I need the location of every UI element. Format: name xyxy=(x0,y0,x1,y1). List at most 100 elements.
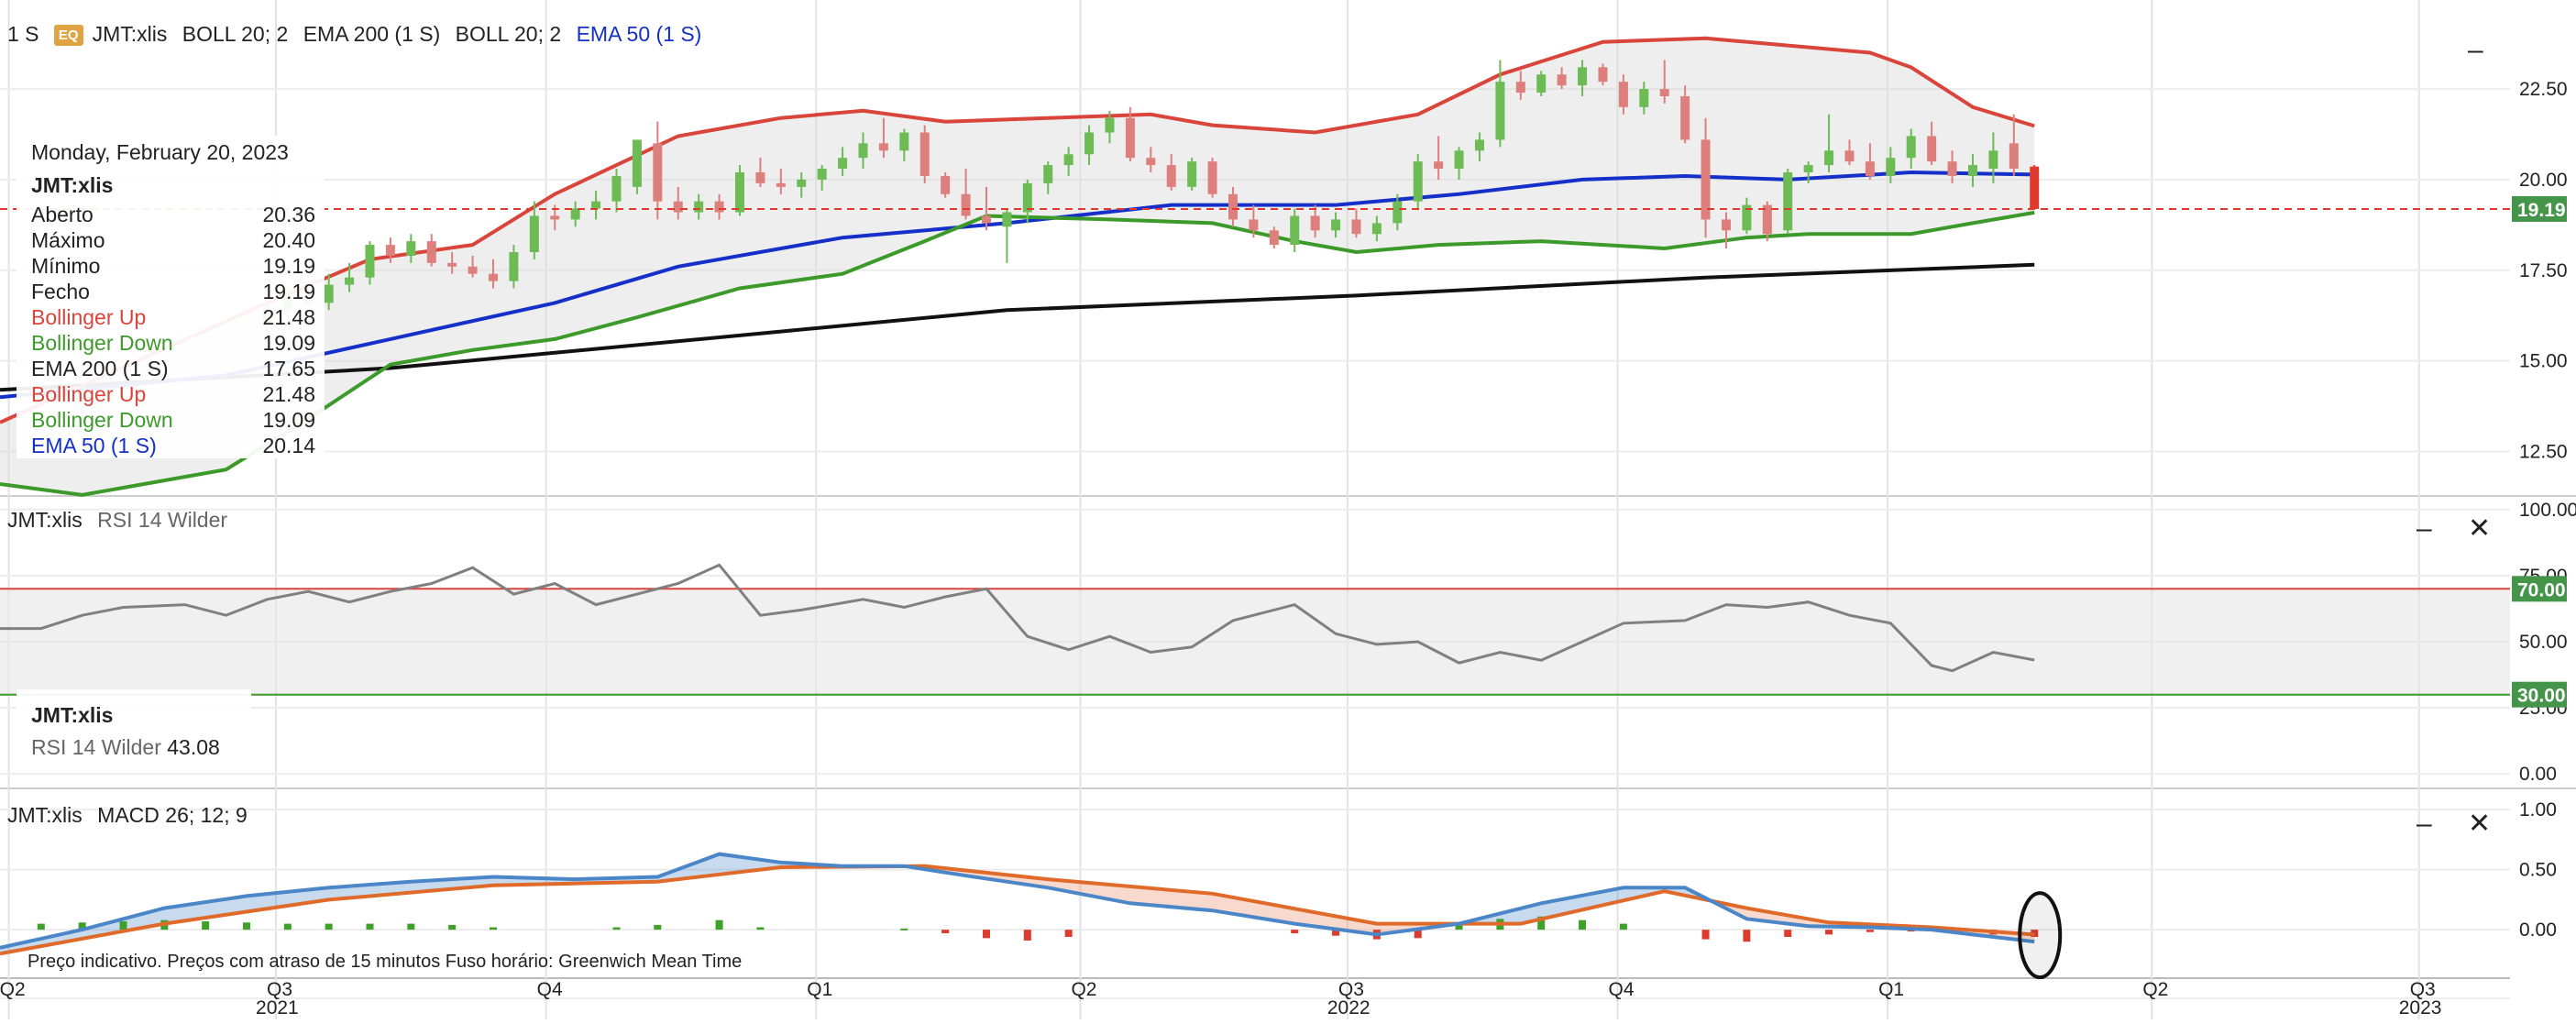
macd-histogram-bar xyxy=(1579,920,1586,930)
candle-body xyxy=(530,215,539,252)
highlight-ellipse xyxy=(2020,893,2060,977)
candle-body xyxy=(1023,183,1032,213)
year-label: 2021 xyxy=(256,997,299,1018)
y-tick-label: 0.00 xyxy=(2519,764,2557,785)
macd-histogram-bar xyxy=(284,924,292,930)
candle-body xyxy=(1002,213,1011,227)
macd-study-label[interactable]: MACD 26; 12; 9 xyxy=(97,803,248,827)
macd-histogram-bar xyxy=(612,928,620,930)
macd-histogram-bar xyxy=(490,928,497,930)
macd-histogram-bar xyxy=(366,924,373,930)
candle-body xyxy=(1084,133,1094,155)
candle-body xyxy=(694,202,703,213)
candle-body xyxy=(1331,219,1340,230)
macd-symbol-label[interactable]: JMT:xlis xyxy=(7,803,83,827)
macd-histogram-bar xyxy=(983,930,990,938)
tooltip-row-ema50: EMA 50 (1 S)20.14 xyxy=(31,433,315,458)
candle-body xyxy=(1804,165,1813,172)
candle-body xyxy=(1536,74,1546,93)
candle-body xyxy=(386,245,395,256)
x-tick-label: Q2 xyxy=(1071,979,1096,1000)
candle-body xyxy=(1146,158,1155,165)
candle-body xyxy=(899,133,908,151)
rsi-symbol-label[interactable]: JMT:xlis xyxy=(7,508,83,532)
candle xyxy=(1414,154,1423,208)
candle-body xyxy=(1988,150,1998,169)
candle-body xyxy=(611,176,621,202)
candle-body xyxy=(858,143,867,158)
candle-body xyxy=(427,241,436,263)
candle-body xyxy=(1824,150,1833,165)
macd-histogram-bar xyxy=(1024,930,1031,941)
candle-body xyxy=(325,285,334,303)
candle-body xyxy=(674,202,683,213)
macd-close-button[interactable]: ✕ xyxy=(2468,810,2491,838)
candle-body xyxy=(1126,118,1135,158)
symbol-label[interactable]: JMT:xlis xyxy=(93,22,168,46)
study-label-ema200[interactable]: EMA 200 (1 S) xyxy=(303,22,441,46)
candle-body xyxy=(1043,165,1052,183)
candle xyxy=(1187,158,1196,191)
rsi-study-label[interactable]: RSI 14 Wilder xyxy=(97,508,227,532)
macd-histogram-bar xyxy=(1620,924,1627,930)
candle xyxy=(427,234,436,267)
macd-histogram-bar xyxy=(756,928,764,930)
rsi-minimize-button[interactable]: – xyxy=(2416,515,2432,543)
candle-body xyxy=(941,176,950,194)
candle xyxy=(1783,169,1792,234)
macd-histogram-bar xyxy=(243,922,250,930)
candle-body xyxy=(1516,82,1525,93)
candle-body xyxy=(1948,161,1957,176)
candle-body xyxy=(653,143,662,201)
candle-body xyxy=(447,263,457,267)
x-tick-label: Q1 xyxy=(1878,979,1904,1000)
macd-histogram-bar xyxy=(1866,930,1874,932)
candle-body xyxy=(1414,161,1423,201)
candle-body xyxy=(1475,139,1484,150)
candle xyxy=(920,126,930,183)
candle-body xyxy=(1434,161,1443,169)
candle-body xyxy=(1907,136,1916,158)
candle-body xyxy=(1393,202,1402,224)
candle-body xyxy=(1722,219,1731,230)
macd-histogram-bar xyxy=(654,925,661,930)
macd-histogram-bar xyxy=(1702,930,1710,939)
candle-body xyxy=(406,241,415,256)
candle-body xyxy=(1372,223,1382,234)
candle-body xyxy=(468,267,478,274)
y-tick-label: 20.00 xyxy=(2519,170,2568,191)
y-tick-label: 17.50 xyxy=(2519,260,2568,281)
year-label: 2023 xyxy=(2399,997,2442,1018)
macd-pane-title: JMT:xlis MACD 26; 12; 9 xyxy=(7,803,257,828)
x-tick-label: Q4 xyxy=(537,979,563,1000)
macd-histogram-bar xyxy=(407,924,414,930)
interval-label[interactable]: 1 S xyxy=(7,22,39,46)
study-label-ema50[interactable]: EMA 50 (1 S) xyxy=(577,22,702,46)
candle-body xyxy=(735,172,744,212)
rsi-tooltip-symbol: JMT:xlis xyxy=(31,699,242,732)
study-label-boll-1[interactable]: BOLL 20; 2 xyxy=(182,22,289,46)
tooltip-row-ema200: EMA 200 (1 S)17.65 xyxy=(31,356,315,381)
candle-body xyxy=(2030,167,2039,209)
x-tick-label: Q2 xyxy=(2142,979,2168,1000)
y-tick-label: 0.50 xyxy=(2519,860,2557,881)
main-minimize-button[interactable]: – xyxy=(2468,37,2483,64)
candle xyxy=(2030,165,2039,209)
rsi-close-button[interactable]: ✕ xyxy=(2468,515,2491,543)
candle-body xyxy=(982,215,991,223)
candle-body xyxy=(1701,139,1711,219)
macd-minimize-button[interactable]: – xyxy=(2416,810,2432,838)
candle-body xyxy=(1578,67,1587,85)
candle-body xyxy=(365,245,374,278)
last-price-label: 19.19 xyxy=(2517,200,2566,221)
macd-histogram-bar xyxy=(1743,930,1750,941)
study-label-boll-2[interactable]: BOLL 20; 2 xyxy=(456,22,562,46)
candle-body xyxy=(818,169,827,180)
